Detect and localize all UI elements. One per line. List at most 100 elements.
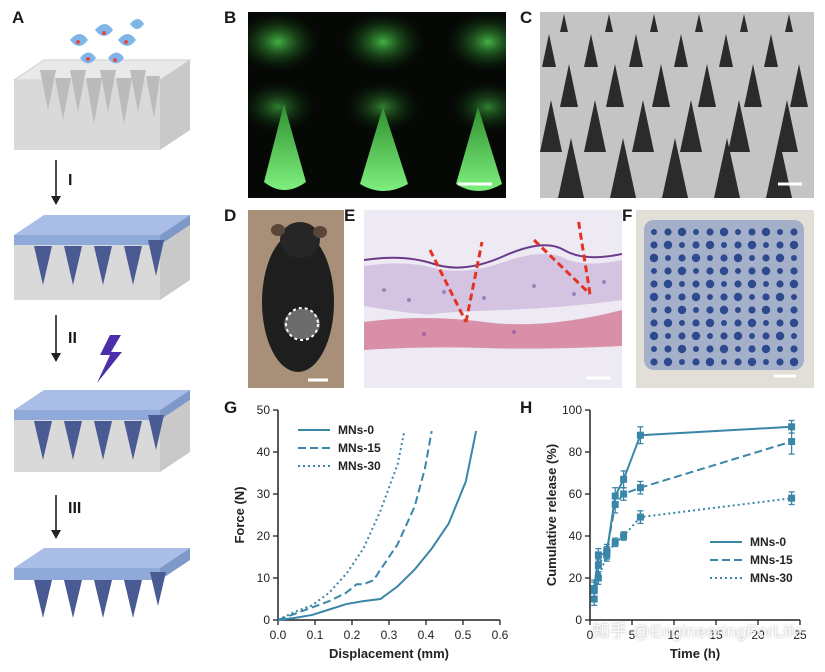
stain-dot <box>649 253 659 263</box>
stain-dot <box>721 320 727 326</box>
step-label-i: I <box>68 172 73 189</box>
stain-dot <box>763 242 769 248</box>
stain-dot <box>665 255 671 261</box>
stain-dot <box>721 359 727 365</box>
stain-dot <box>706 228 714 236</box>
stain-dot <box>761 344 771 354</box>
stain-dot <box>692 280 700 288</box>
panel-label-e: E <box>344 206 356 225</box>
microneedle-patch <box>14 548 190 618</box>
stain-dot <box>775 331 785 341</box>
x-tick-label: 0.4 <box>418 628 435 642</box>
panel-label-d: D <box>224 206 237 225</box>
stain-dot <box>776 280 784 288</box>
stain-dot <box>707 294 713 300</box>
x-tick-label: 0 <box>587 628 594 642</box>
stain-dot <box>679 359 685 365</box>
data-point <box>788 423 796 431</box>
legend-label: MNs-0 <box>338 423 374 437</box>
y-tick-label: 40 <box>257 445 271 459</box>
stain-dot <box>762 254 770 262</box>
panel-label-f: F <box>622 206 633 225</box>
stain-dot <box>678 293 686 301</box>
stain-dot <box>720 293 728 301</box>
stain-dot <box>790 267 798 275</box>
stain-dot <box>705 357 715 367</box>
stain-dot <box>790 345 798 353</box>
stain-dot <box>650 319 658 327</box>
stain-dot <box>735 346 741 352</box>
stain-dot <box>748 267 756 275</box>
legend-label: MNs-30 <box>750 571 793 585</box>
y-axis-label: Cumulative release (%) <box>544 444 559 586</box>
y-tick-label: 0 <box>263 613 270 627</box>
stain-dot <box>719 344 729 354</box>
y-tick-label: 30 <box>257 487 271 501</box>
stain-dot <box>650 280 658 288</box>
stain-dot <box>693 268 699 274</box>
panel-label-g: G <box>224 398 238 417</box>
data-point <box>788 494 796 502</box>
stain-dot <box>721 242 727 248</box>
legend-label: MNs-15 <box>338 441 381 455</box>
data-point <box>788 438 796 445</box>
stain-dot <box>664 306 672 314</box>
stain-dot <box>720 254 728 262</box>
stain-dot <box>693 346 699 352</box>
stain-dot <box>735 229 741 235</box>
data-point <box>636 484 644 492</box>
series-line-MNs-15 <box>277 430 433 621</box>
legend-label: MNs-15 <box>750 553 793 567</box>
stain-dot <box>720 332 728 340</box>
data-point <box>611 538 619 546</box>
release-chart: 0 20 40 60 80 100 0 5 10 15 20 25 Time (h) Cumulative… <box>544 403 807 661</box>
y-tick-label: 60 <box>569 487 583 501</box>
stain-dot <box>707 255 713 261</box>
panel-label-h: H <box>520 398 533 417</box>
stain-dot <box>691 292 701 302</box>
x-tick-label: 5 <box>629 628 636 642</box>
stain-dot <box>734 358 742 366</box>
stain-dot <box>664 267 672 275</box>
stain-dot <box>775 253 785 263</box>
stain-dot <box>665 333 671 339</box>
series-line-MNs-30 <box>277 430 406 621</box>
sem-image <box>540 12 814 198</box>
x-tick-label: 10 <box>667 628 681 642</box>
data-point <box>620 532 628 540</box>
stain-dot <box>651 268 657 274</box>
stain-dot <box>663 240 673 250</box>
stain-dot <box>705 318 715 328</box>
data-point <box>603 551 611 559</box>
stain-dot <box>705 240 715 250</box>
stain-dot <box>721 281 727 287</box>
stain-dot <box>678 254 686 262</box>
data-point <box>590 587 598 595</box>
stain-dot <box>719 266 729 276</box>
stain-dot <box>664 345 672 353</box>
stain-dot <box>749 294 755 300</box>
stain-dot <box>719 227 729 237</box>
y-tick-label: 100 <box>562 403 582 417</box>
x-axis-label: Displacement (mm) <box>329 646 449 661</box>
mold-block <box>12 59 192 150</box>
stain-dot <box>777 307 783 313</box>
stain-dot <box>707 333 713 339</box>
stain-dot <box>678 332 686 340</box>
stain-dot <box>776 358 784 366</box>
stain-dot <box>735 268 741 274</box>
stain-dot <box>733 331 743 341</box>
y-tick-label: 10 <box>257 571 271 585</box>
y-axis-label: Force (N) <box>232 486 247 543</box>
light-bolt-icon <box>97 335 122 383</box>
stain-dot <box>677 344 687 354</box>
stain-dot <box>747 279 757 289</box>
stain-dot <box>761 305 771 315</box>
y-tick-label: 20 <box>257 529 271 543</box>
stained-patch-image <box>636 210 814 388</box>
stain-dot <box>664 228 672 236</box>
stain-dot <box>706 345 714 353</box>
stain-dot <box>749 255 755 261</box>
stain-dot <box>763 281 769 287</box>
panel-label-c: C <box>520 8 533 27</box>
